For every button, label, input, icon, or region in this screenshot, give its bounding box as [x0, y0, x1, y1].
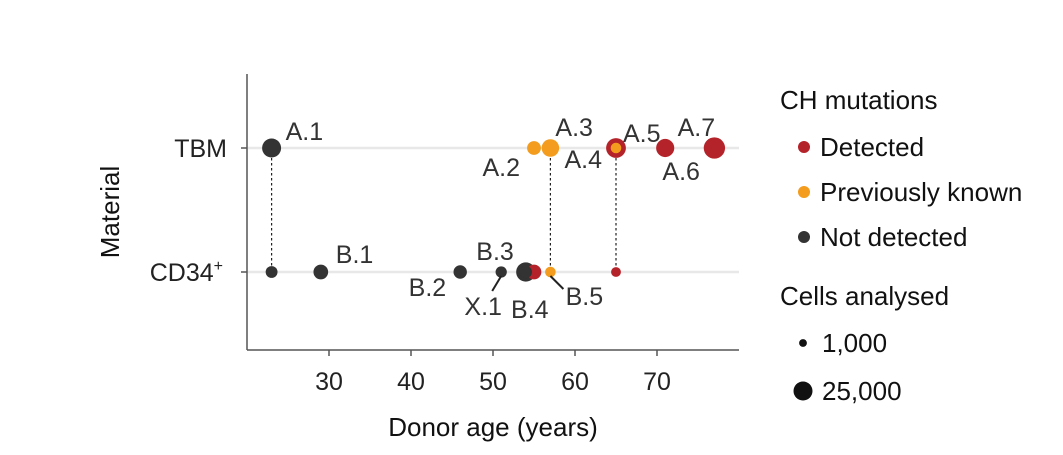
legend-size-label: 1,000: [822, 328, 887, 358]
x-ticks-layer: 30 40 50 60 70: [315, 350, 671, 396]
y-tick-label: CD34+: [150, 258, 223, 287]
legend-size-marker: [799, 339, 807, 347]
legend-color-items: Detected Previously known Not detected: [798, 132, 1022, 252]
point-label: A.1: [286, 118, 324, 146]
x-tick-label: 70: [643, 368, 671, 396]
data-point-b-4: [519, 265, 533, 279]
data-point: [611, 267, 621, 277]
point-label: A.2: [482, 154, 520, 182]
data-point-a-1: [262, 138, 282, 158]
x-axis-title: Donor age (years): [388, 412, 598, 442]
data-point-a-3: [541, 139, 560, 157]
x-tick-label: 60: [561, 368, 589, 396]
legend-label-detected: Detected: [820, 132, 924, 162]
legend-cells-analysed: Cells analysed: [780, 281, 949, 311]
legend-size-title: Cells analysed: [780, 281, 949, 311]
point-label: B.5: [566, 283, 604, 311]
point-label: B.2: [409, 274, 447, 302]
x-tick-label: 30: [315, 368, 343, 396]
data-point-a-5: [610, 142, 622, 154]
legend-size-label: 25,000: [822, 376, 902, 406]
x-tick-label: 50: [479, 368, 507, 396]
legend-size-marker: [793, 381, 813, 401]
legend-label-notdetected: Not detected: [820, 222, 967, 252]
legend-label-known: Previously known: [820, 177, 1022, 207]
point-label: A.4: [564, 146, 602, 174]
point-label: A.7: [678, 114, 716, 142]
point-label: X.1: [464, 293, 502, 321]
legend-size-items: 1,000 25,000: [793, 328, 902, 406]
legend-ch-mutations: CH mutations: [780, 85, 938, 115]
y-ticks-layer: TBM CD34+: [150, 135, 247, 287]
point-label: B.1: [336, 241, 374, 269]
legend-swatch-notdetected: [798, 231, 810, 243]
point-label: A.3: [555, 114, 593, 142]
data-point-a-2: [527, 141, 541, 155]
legend-color-title: CH mutations: [780, 85, 938, 115]
data-point-a-7: [703, 137, 726, 159]
data-point: [265, 266, 278, 278]
data-point-b-2: [453, 265, 467, 279]
point-label: A.6: [662, 158, 700, 186]
y-tick-label: TBM: [174, 135, 227, 163]
connector-layer: [271, 148, 617, 272]
x-tick-label: 40: [397, 368, 425, 396]
point-label: B.4: [511, 296, 549, 324]
point-labels-layer: A.1 A.2 A.3 A.4 A.5A.6 A.7 B.1 B.2 X.1 B.3 B.4 B.5: [286, 114, 716, 324]
legend-swatch-detected: [798, 141, 810, 153]
data-point-x-1: [495, 266, 507, 278]
y-tick-superscript: +: [214, 258, 223, 275]
data-point-a-6: [656, 138, 675, 158]
label-leader-line: [549, 275, 565, 290]
label-leader-line: [491, 275, 503, 292]
data-point-b-1: [313, 264, 329, 280]
legend-swatch-known: [798, 186, 810, 198]
points-layer: [262, 137, 726, 282]
data-point-b-5: [545, 266, 556, 278]
point-label: A.5: [623, 120, 661, 148]
y-axis-title: Material: [95, 166, 125, 258]
point-label: B.3: [476, 238, 514, 266]
